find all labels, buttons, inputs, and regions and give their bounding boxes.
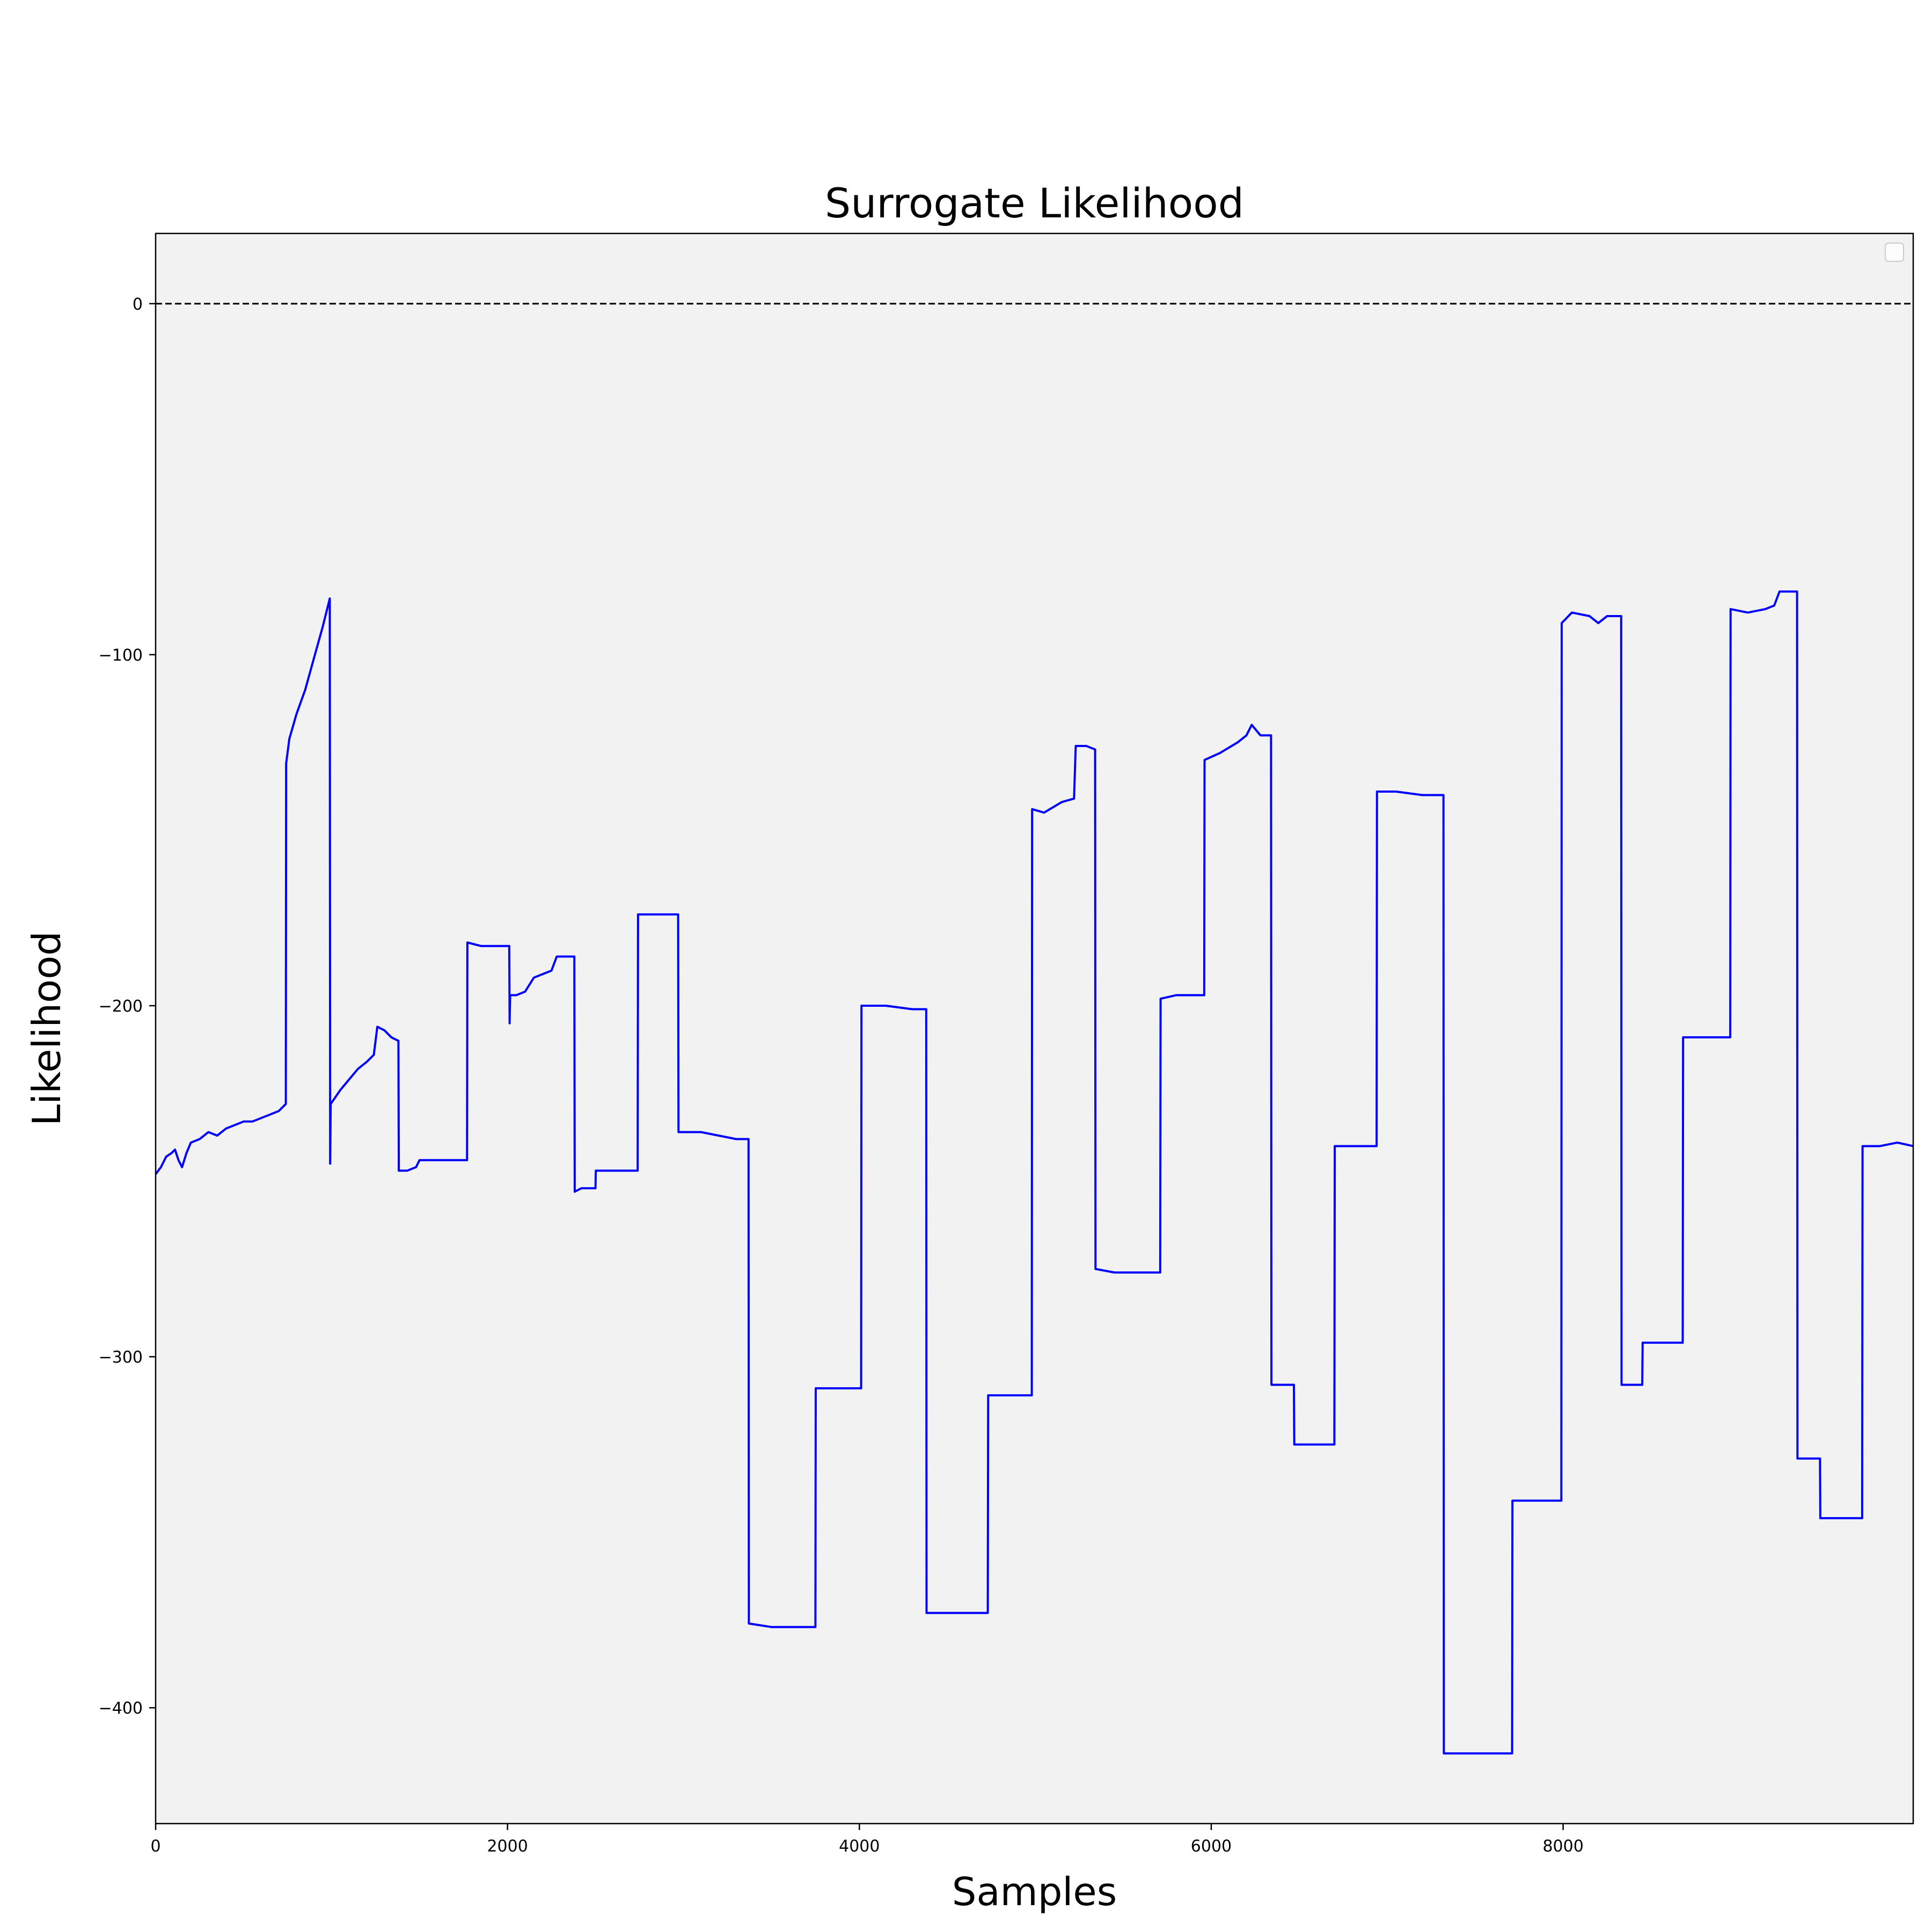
x-axis: 0 2000 4000 6000 8000	[150, 1824, 1584, 1856]
legend-box	[1885, 243, 1904, 262]
x-tick-label: 2000	[487, 1837, 528, 1856]
x-tick-label: 4000	[839, 1837, 880, 1856]
y-tick-label: 0	[133, 295, 143, 314]
y-tick-label: −400	[99, 1699, 143, 1718]
y-tick-label: −200	[99, 997, 143, 1016]
series-layer	[155, 590, 1914, 1755]
chart-title: Surrogate Likelihood	[825, 179, 1244, 227]
likelihood-series-line	[155, 590, 1914, 1755]
plot-frame	[155, 232, 1914, 1825]
y-axis-label: Likelihood	[24, 931, 69, 1126]
y-axis: 0 −100 −200 −300 −400	[99, 295, 156, 1718]
y-tick-label: −100	[99, 646, 143, 665]
plot-area	[156, 233, 1913, 1824]
y-tick-label: −300	[99, 1348, 143, 1367]
x-tick-label: 0	[150, 1837, 160, 1856]
x-tick-label: 8000	[1542, 1837, 1583, 1856]
x-tick-label: 6000	[1191, 1837, 1232, 1856]
x-axis-label: Samples	[952, 1869, 1117, 1914]
